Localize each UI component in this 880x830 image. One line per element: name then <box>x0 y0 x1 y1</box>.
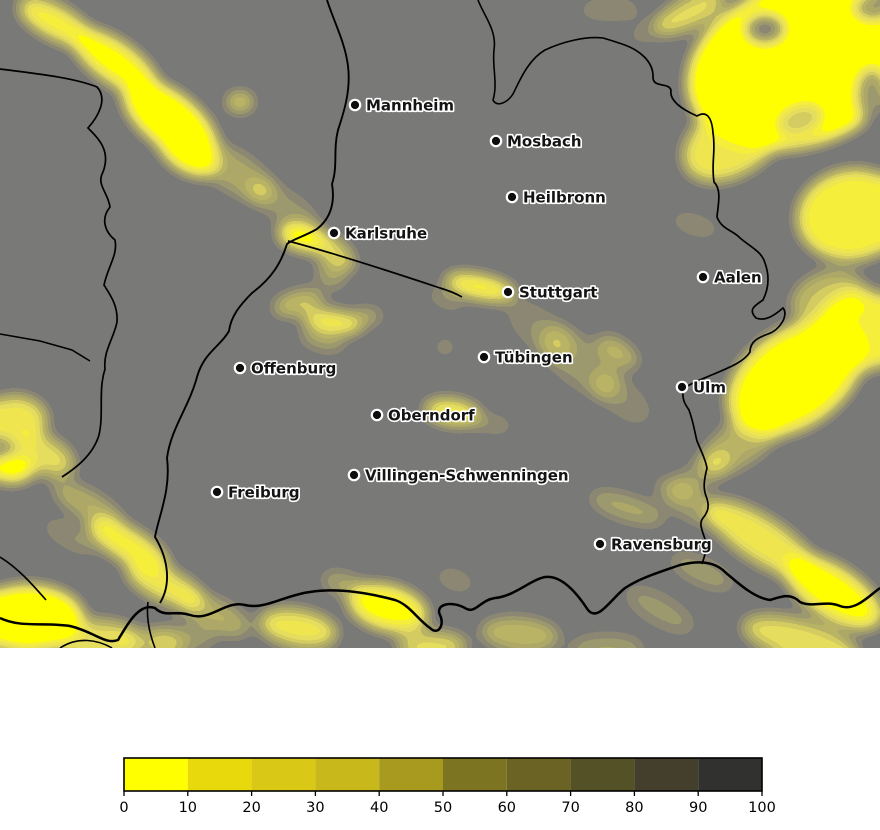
border-northwest-states <box>0 68 118 478</box>
city-label: Stuttgart <box>519 284 597 302</box>
border-lines <box>0 0 880 649</box>
border-bavaria <box>621 43 786 565</box>
city-mosbach: Mosbach <box>489 131 583 152</box>
colorbar-segment <box>634 758 699 791</box>
border-north <box>477 0 623 105</box>
city-dot <box>370 408 384 422</box>
city-karlsruhe: Karlsruhe <box>327 223 429 244</box>
tick-label: 70 <box>561 800 579 816</box>
colorbar-segments <box>124 758 762 791</box>
city-oberndorf: Oberndorf <box>370 405 477 426</box>
border-switzerland-south <box>0 561 880 643</box>
colorbar-segment <box>315 758 380 791</box>
city-label: Oberndorf <box>388 407 475 425</box>
tick-label: 60 <box>498 800 516 816</box>
tick-label: 40 <box>370 800 388 816</box>
city-dot <box>675 380 689 394</box>
tick-label: 100 <box>748 800 776 816</box>
city-dot <box>696 270 710 284</box>
border-mid-segment <box>287 240 463 298</box>
colorbar-segment <box>251 758 316 791</box>
colorbar-tick-labels: 0 10 20 30 40 50 60 70 80 90 100 <box>119 800 775 816</box>
colorbar-segment <box>698 758 762 791</box>
tick-label: 50 <box>434 800 452 816</box>
city-mannheim: Mannheim <box>348 95 456 116</box>
cloud-layer <box>0 0 880 665</box>
city-label: Karlsruhe <box>345 225 427 243</box>
map-canvas: Mannheim Mosbach Heilbronn Karlsruhe Aal… <box>0 0 880 665</box>
city-markers: Mannheim Mosbach Heilbronn Karlsruhe Aal… <box>210 95 763 555</box>
cloud-cover-map: Mannheim Mosbach Heilbronn Karlsruhe Aal… <box>0 0 880 665</box>
city-dot <box>505 190 519 204</box>
border-enclave-segment <box>59 639 113 649</box>
city-stuttgart: Stuttgart <box>501 282 599 303</box>
city-ravensburg: Ravensburg <box>593 534 713 555</box>
info-footer: Gesamtbewölkung (in %) Modell: ICON-D2 1… <box>0 648 880 830</box>
city-ulm: Ulm <box>675 377 728 398</box>
city-dot <box>347 468 361 482</box>
city-label: Mosbach <box>507 133 582 151</box>
city-tuebingen: Tübingen <box>477 347 574 368</box>
colorbar-segment <box>506 758 571 791</box>
tick-label: 0 <box>119 800 128 816</box>
city-label: Ravensburg <box>611 536 712 554</box>
tick-label: 30 <box>306 800 324 816</box>
city-label: Mannheim <box>366 97 454 115</box>
city-dot <box>489 134 503 148</box>
border-jura-segment <box>146 601 156 649</box>
border-basel-segment <box>0 556 47 601</box>
tick-label: 20 <box>242 800 260 816</box>
legend-colorbar: 0 10 20 30 40 50 60 70 80 90 100 <box>119 757 776 816</box>
tick-label: 80 <box>625 800 643 816</box>
colorbar-segment <box>443 758 507 791</box>
colorbar-segment <box>124 758 188 791</box>
city-label: Freiburg <box>228 484 300 502</box>
city-villingen-schwenningen: Villingen-Schwenningen <box>347 465 570 486</box>
city-dot <box>233 361 247 375</box>
city-label: Tübingen <box>495 349 573 367</box>
colorbar-segment <box>379 758 443 791</box>
colorbar-segment <box>570 758 635 791</box>
city-label: Heilbronn <box>523 189 606 207</box>
city-freiburg: Freiburg <box>210 482 301 503</box>
border-west-segment <box>0 333 91 362</box>
city-label: Offenburg <box>251 360 336 378</box>
city-dot <box>327 226 341 240</box>
colorbar-ticks <box>123 791 763 796</box>
city-dot <box>477 350 491 364</box>
city-dot <box>501 285 515 299</box>
city-offenburg: Offenburg <box>233 358 338 379</box>
tick-label: 90 <box>689 800 707 816</box>
tick-label: 10 <box>179 800 197 816</box>
city-label: Ulm <box>693 379 726 397</box>
border-rhine-france <box>154 0 350 604</box>
city-heilbronn: Heilbronn <box>505 187 607 208</box>
city-dot <box>348 98 362 112</box>
city-aalen: Aalen <box>696 267 763 288</box>
colorbar-segment <box>187 758 252 791</box>
city-dot <box>593 537 607 551</box>
city-label: Villingen-Schwenningen <box>365 467 569 485</box>
city-label: Aalen <box>714 269 762 287</box>
city-dot <box>210 485 224 499</box>
